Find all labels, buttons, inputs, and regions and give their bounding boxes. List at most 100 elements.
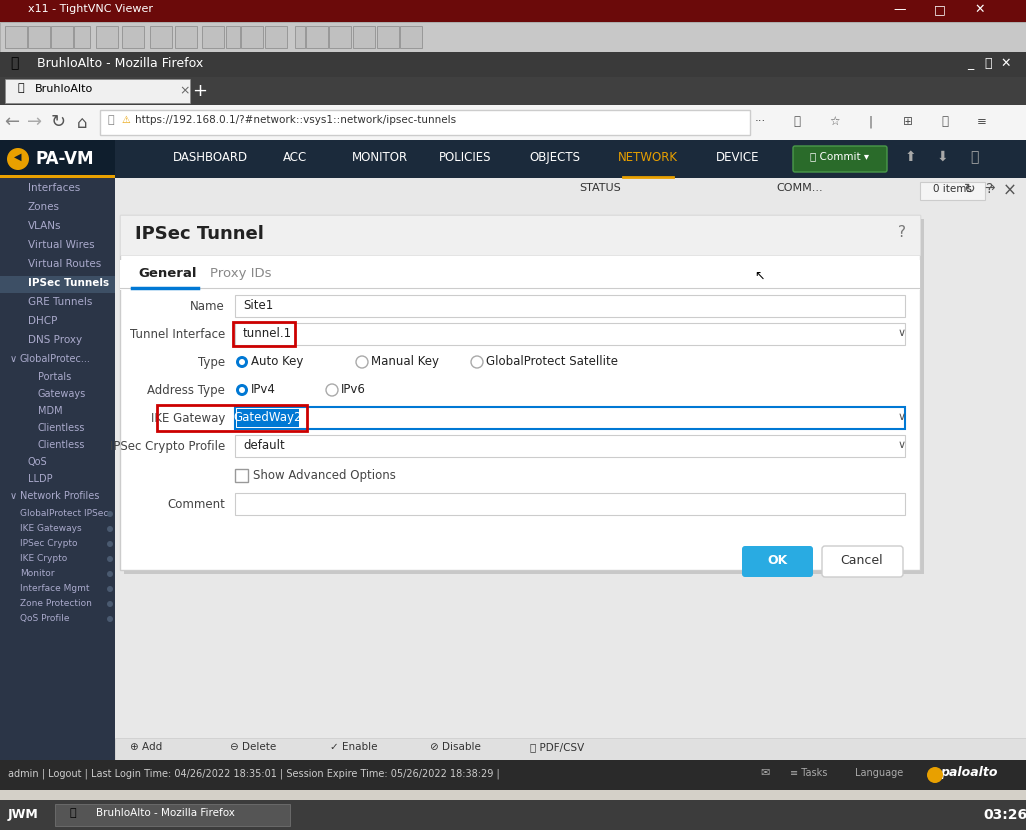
Bar: [157, 405, 307, 431]
Bar: [306, 26, 328, 48]
Text: ⚠: ⚠: [122, 115, 130, 125]
Bar: [55, 804, 290, 826]
Text: default: default: [243, 439, 285, 452]
Text: IKE Gateway: IKE Gateway: [151, 412, 225, 425]
Text: Site1: Site1: [243, 299, 273, 312]
Bar: [295, 26, 305, 48]
Bar: [235, 323, 905, 345]
FancyBboxPatch shape: [793, 146, 887, 172]
Bar: [237, 409, 299, 427]
Bar: [0, 140, 115, 178]
Text: tunnel.1: tunnel.1: [243, 327, 292, 340]
Text: Comment: Comment: [167, 498, 225, 511]
Text: OBJECTS: OBJECTS: [529, 151, 581, 164]
Text: ☆: ☆: [829, 115, 839, 128]
Text: Virtual Routes: Virtual Routes: [28, 259, 102, 269]
Text: MONITOR: MONITOR: [352, 151, 408, 164]
Text: IPv6: IPv6: [341, 383, 366, 396]
Text: 📄 PDF/CSV: 📄 PDF/CSV: [530, 742, 584, 752]
Circle shape: [107, 616, 113, 622]
Text: _: _: [966, 57, 973, 70]
Circle shape: [107, 511, 113, 517]
Circle shape: [239, 387, 245, 393]
Text: STATUS: STATUS: [579, 183, 621, 193]
Text: ⊕ Add: ⊕ Add: [130, 742, 162, 752]
Circle shape: [107, 526, 113, 532]
Bar: [0, 77, 1026, 105]
Bar: [0, 22, 1026, 52]
Text: https://192.168.0.1/?#network::vsys1::network/ipsec-tunnels: https://192.168.0.1/?#network::vsys1::ne…: [135, 115, 457, 125]
Text: IKE Gateways: IKE Gateways: [19, 524, 82, 533]
Text: ≡: ≡: [977, 115, 987, 128]
Text: Show Advanced Options: Show Advanced Options: [253, 469, 396, 482]
Bar: [124, 219, 924, 574]
Text: QoS Profile: QoS Profile: [19, 614, 70, 623]
Circle shape: [107, 571, 113, 577]
Bar: [120, 260, 920, 290]
Bar: [115, 738, 1026, 760]
Circle shape: [7, 148, 29, 170]
Text: Auto Key: Auto Key: [251, 355, 304, 368]
Text: IPSec Crypto: IPSec Crypto: [19, 539, 78, 548]
Bar: [235, 407, 905, 429]
Text: ⌂: ⌂: [77, 114, 87, 132]
Text: ⬆: ⬆: [904, 150, 916, 164]
Bar: [115, 178, 1026, 203]
Text: ∨: ∨: [10, 354, 17, 364]
Text: 🔥: 🔥: [10, 56, 18, 70]
Bar: [400, 26, 422, 48]
Bar: [235, 295, 905, 317]
Text: BruhloAlto: BruhloAlto: [35, 84, 93, 94]
Bar: [150, 26, 172, 48]
Bar: [51, 26, 73, 48]
Text: 0 items: 0 items: [933, 184, 972, 194]
Text: 🛡: 🛡: [793, 115, 800, 128]
Bar: [120, 215, 920, 570]
Text: —: —: [894, 3, 906, 16]
Bar: [100, 110, 750, 135]
Text: OK: OK: [766, 554, 787, 567]
Text: □: □: [934, 3, 946, 16]
Text: →: →: [985, 182, 995, 195]
Text: Gateways: Gateways: [38, 389, 86, 399]
Bar: [120, 215, 920, 255]
Text: ∨: ∨: [898, 440, 906, 450]
Text: Zones: Zones: [28, 202, 60, 212]
Text: ◀: ◀: [14, 152, 22, 162]
Text: ∨: ∨: [898, 328, 906, 338]
FancyBboxPatch shape: [742, 546, 813, 577]
Bar: [226, 26, 240, 48]
Bar: [235, 493, 905, 515]
Text: NETWORK: NETWORK: [618, 151, 678, 164]
Bar: [0, 760, 1026, 790]
Text: IPv4: IPv4: [251, 383, 276, 396]
Bar: [5, 79, 190, 103]
Text: Name: Name: [190, 300, 225, 313]
Text: Manual Key: Manual Key: [371, 355, 439, 368]
Bar: [0, 140, 1026, 178]
Text: 03:26: 03:26: [983, 808, 1026, 822]
Text: QoS: QoS: [28, 457, 47, 467]
Text: ?: ?: [898, 225, 906, 240]
Text: 👤: 👤: [942, 115, 948, 128]
Text: Language: Language: [855, 768, 903, 778]
Text: 🔥: 🔥: [70, 808, 77, 818]
Text: LLDP: LLDP: [28, 474, 52, 484]
Text: →: →: [28, 113, 42, 131]
Text: General: General: [139, 267, 197, 280]
Bar: [5, 26, 27, 48]
Text: ✓ Enable: ✓ Enable: [330, 742, 378, 752]
Text: GlobalProtec...: GlobalProtec...: [19, 354, 91, 364]
Text: DASHBOARD: DASHBOARD: [172, 151, 247, 164]
Text: Portals: Portals: [38, 372, 71, 382]
Text: IKE Crypto: IKE Crypto: [19, 554, 68, 563]
Text: ⓘ: ⓘ: [108, 115, 115, 125]
Text: ≡ Tasks: ≡ Tasks: [790, 768, 827, 778]
Bar: [0, 800, 1026, 830]
Text: GRE Tunnels: GRE Tunnels: [28, 297, 92, 307]
Text: PA-VM: PA-VM: [36, 150, 94, 168]
Text: Tunnel Interface: Tunnel Interface: [129, 328, 225, 341]
Text: 🔥: 🔥: [18, 83, 25, 93]
Circle shape: [107, 601, 113, 607]
Circle shape: [326, 384, 338, 396]
